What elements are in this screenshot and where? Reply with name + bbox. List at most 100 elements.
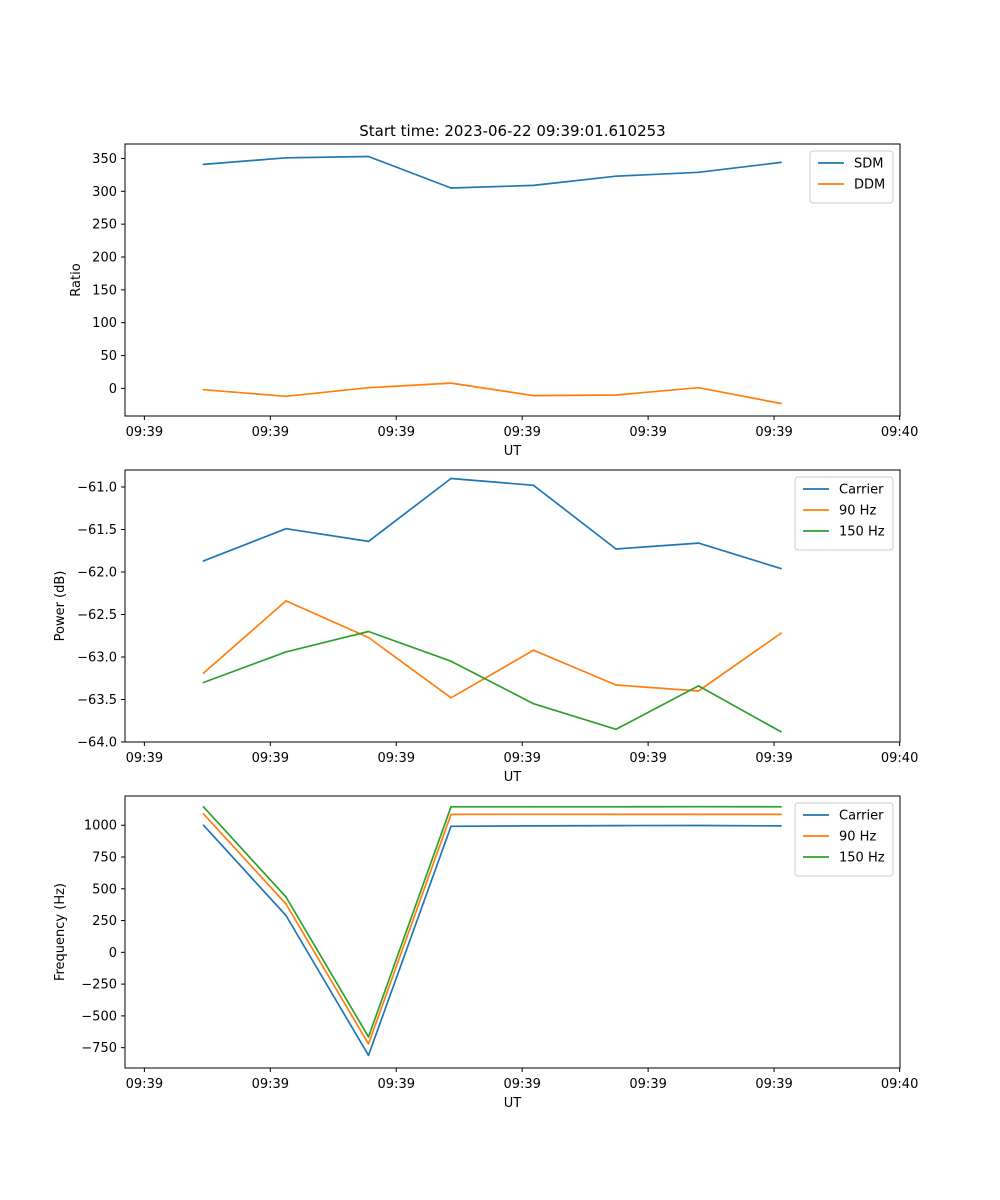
y-tick-label: −250 — [81, 978, 117, 993]
series-line-carrier — [203, 477, 782, 570]
data-point — [367, 1035, 370, 1038]
y-tick-label: −62.0 — [77, 566, 117, 581]
legend: Carrier 90 Hz 150 Hz — [794, 802, 894, 877]
data-point — [615, 175, 617, 178]
series-line-90-hz — [202, 813, 781, 1045]
data-point — [202, 824, 205, 827]
x-axis-label: UT — [504, 770, 522, 785]
data-point — [780, 567, 782, 570]
y-tick-label: 0 — [109, 382, 117, 397]
legend-label: Carrier — [839, 483, 884, 498]
series-line-150-hz — [202, 805, 782, 1038]
x-tick-label: 09:39 — [503, 1077, 540, 1092]
x-tick-label: 09:39 — [378, 1077, 415, 1092]
data-point — [285, 651, 287, 653]
data-point — [450, 825, 452, 828]
x-tick-label: 09:39 — [126, 1077, 163, 1092]
y-tick-label: 0 — [109, 946, 117, 961]
x-tick-label: 09:39 — [503, 425, 540, 440]
data-point — [532, 394, 535, 397]
data-point — [532, 813, 535, 816]
y-tick-label: −63.5 — [77, 693, 117, 708]
data-point — [202, 560, 205, 562]
legend-label: SDM — [854, 157, 883, 172]
data-point — [780, 632, 782, 635]
data-point — [202, 805, 205, 808]
legend-label: DDM — [854, 178, 885, 193]
legend-box — [809, 150, 894, 204]
data-point — [532, 805, 535, 808]
data-point — [780, 805, 782, 808]
x-tick-label: 09:39 — [252, 751, 289, 766]
y-tick-label: −63.0 — [77, 651, 117, 666]
data-point — [615, 394, 617, 396]
legend-label: 90 Hz — [839, 504, 876, 519]
y-tick-label: −62.5 — [77, 608, 117, 623]
x-tick-label: 09:39 — [755, 425, 792, 440]
data-point — [285, 896, 287, 898]
data-point — [367, 630, 370, 633]
x-tick-label: 09:39 — [378, 425, 415, 440]
x-tick-label: 09:39 — [629, 1077, 666, 1092]
data-point — [367, 1054, 370, 1057]
data-point — [697, 171, 700, 174]
data-point — [367, 1042, 370, 1045]
data-point — [697, 685, 700, 687]
data-point — [202, 163, 205, 166]
chart-panel-1: 09:39 09:39 09:39 09:39 09:39 09:39 09:40 0 50 10… — [69, 143, 918, 459]
legend-label: Carrier — [839, 809, 884, 824]
data-point — [780, 730, 782, 733]
x-tick-label: 09:39 — [126, 425, 163, 440]
data-point — [532, 484, 535, 487]
y-axis-label: Power (dB) — [53, 571, 68, 642]
chart-panels: 09:39 09:39 09:39 09:39 09:39 09:39 09:40 0 50 10… — [53, 143, 918, 1111]
data-point — [450, 696, 452, 699]
y-tick-label: 250 — [92, 218, 117, 233]
y-tick-label: 500 — [92, 882, 117, 897]
chart-panel-3: 09:39 09:39 09:39 09:39 09:39 09:39 09:40 −750 −… — [53, 795, 918, 1111]
y-tick-label: 750 — [92, 851, 117, 866]
y-tick-label: 200 — [92, 251, 117, 266]
data-point — [367, 155, 370, 158]
x-tick-label: 09:39 — [629, 751, 666, 766]
x-tick-label: 09:39 — [126, 751, 163, 766]
legend-label: 150 Hz — [839, 525, 885, 540]
data-point — [285, 395, 287, 398]
x-axis-label: UT — [504, 444, 522, 459]
data-point — [202, 812, 205, 815]
data-point — [697, 690, 700, 692]
x-tick-label: 09:40 — [881, 751, 918, 766]
x-tick-label: 09:39 — [755, 751, 792, 766]
data-point — [780, 161, 782, 164]
y-tick-label: 1000 — [84, 819, 117, 834]
data-point — [615, 548, 617, 550]
data-point — [532, 184, 535, 187]
data-point — [615, 824, 617, 827]
data-point — [615, 813, 617, 816]
series-line-carrier — [202, 824, 782, 1057]
data-point — [780, 402, 782, 405]
axes-frame — [124, 469, 901, 743]
legend: SDM DDM — [809, 150, 894, 204]
y-tick-label: 100 — [92, 316, 117, 331]
data-point — [285, 903, 287, 905]
y-tick-label: −750 — [81, 1041, 117, 1056]
legend-label: 90 Hz — [839, 830, 876, 845]
data-point — [285, 914, 287, 917]
data-point — [615, 684, 617, 686]
x-tick-label: 09:40 — [881, 1077, 918, 1092]
y-tick-label: 50 — [100, 349, 117, 364]
y-tick-label: −500 — [81, 1009, 117, 1024]
data-point — [450, 813, 452, 816]
x-tick-label: 09:39 — [252, 1077, 289, 1092]
x-axis-label: UT — [504, 1096, 522, 1111]
y-tick-label: 250 — [92, 914, 117, 929]
legend-label: 150 Hz — [839, 851, 885, 866]
data-point — [532, 649, 535, 652]
data-point — [450, 382, 452, 385]
y-tick-label: 300 — [92, 185, 117, 200]
data-point — [780, 824, 782, 827]
y-tick-label: −61.0 — [77, 481, 117, 496]
data-point — [450, 805, 452, 808]
data-point — [615, 728, 617, 731]
